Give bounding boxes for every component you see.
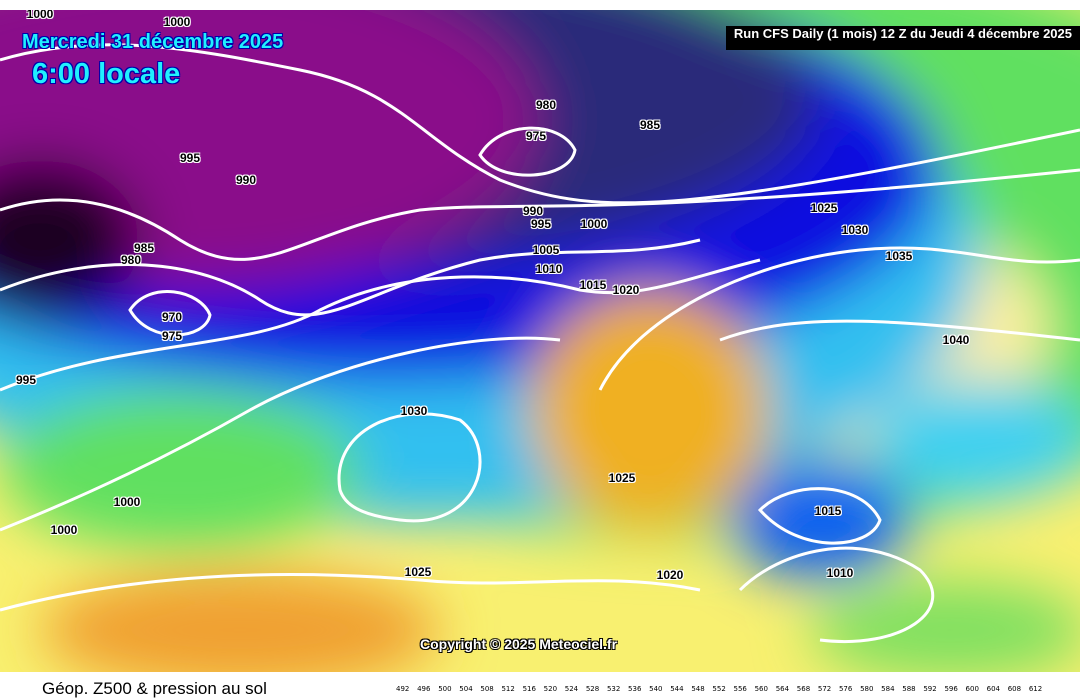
isobar-label: 975: [161, 329, 183, 343]
legend-tick: 516: [522, 685, 536, 693]
legend-tick: 584: [881, 685, 895, 693]
geopotential-field: [0, 10, 1080, 672]
isobar-label: 1005: [532, 243, 560, 257]
legend-tick: 588: [902, 685, 916, 693]
isobar-label: 985: [133, 241, 155, 255]
isobar-label: 995: [15, 373, 37, 387]
run-info: Run CFS Daily (1 mois) 12 Z du Jeudi 4 d…: [725, 26, 1080, 50]
legend-tick: 592: [923, 685, 937, 693]
isobar-label: 1015: [814, 504, 842, 518]
legend-scale: 492 496 500 504 508 512 516 520 524 528 532 536 540 5…: [396, 685, 1050, 693]
isobar-label: 1020: [656, 568, 684, 582]
legend-tick: 600: [965, 685, 979, 693]
legend-tick: 536: [628, 685, 642, 693]
legend-tick: 560: [754, 685, 768, 693]
color-legend: Géop. Z500 & pression au sol 492 496 500 50…: [0, 672, 1080, 698]
legend-tick: 532: [606, 685, 621, 693]
isobar-label: 1025: [404, 565, 432, 579]
legend-tick: 572: [817, 685, 832, 693]
legend-tick: 612: [1028, 685, 1043, 693]
legend-tick: 576: [838, 685, 853, 693]
isobar-label: 990: [235, 173, 257, 187]
legend-tick: 544: [670, 685, 684, 693]
legend-tick: 540: [649, 685, 663, 693]
isobar-label: 1000: [580, 217, 608, 231]
legend-tick: 552: [712, 685, 726, 693]
legend-tick: 596: [944, 685, 958, 693]
isobar-label: 1020: [612, 283, 640, 297]
isobar-label: 1000: [163, 15, 191, 29]
isobar-label: 980: [535, 98, 557, 112]
legend-tick: 500: [438, 685, 452, 693]
legend-tick: 520: [543, 685, 558, 693]
legend-title: Géop. Z500 & pression au sol: [42, 679, 267, 698]
legend-tick: 604: [986, 685, 1000, 693]
forecast-date: Mercredi 31 décembre 2025: [22, 31, 284, 53]
isobar-label: 995: [530, 217, 552, 231]
isobar-label: 970: [161, 310, 183, 324]
forecast-local-time: 6:00 locale: [32, 58, 181, 90]
isobar-label: 985: [639, 118, 661, 132]
legend-tick: 524: [564, 685, 579, 693]
legend-tick: 496: [417, 685, 431, 693]
isobar-label: 1000: [50, 523, 78, 537]
isobar-label: 1000: [26, 10, 54, 21]
weather-map: Mercredi 31 décembre 2025 6:00 locale Ru…: [0, 10, 1080, 672]
legend-tick: 556: [733, 685, 747, 693]
legend-tick: 504: [459, 685, 473, 693]
isobar-label: 1030: [400, 404, 428, 418]
copyright: Copyright © 2025 Meteociel.fr: [420, 636, 618, 652]
isobar-label: 995: [179, 151, 201, 165]
isobar-label: 975: [525, 129, 547, 143]
isobar-label: 1015: [579, 278, 607, 292]
isobar-label: 1040: [942, 333, 970, 347]
isobar-label: 1000: [113, 495, 141, 509]
isobar-label: 1025: [608, 471, 636, 485]
legend-tick: 528: [585, 685, 600, 693]
legend-tick: 564: [775, 685, 790, 693]
isobar-label: 1010: [826, 566, 854, 580]
legend-tick: 492: [396, 685, 410, 693]
legend-tick: 508: [480, 685, 494, 693]
legend-tick: 548: [691, 685, 705, 693]
isobars: [0, 43, 1080, 643]
isobar-label: 1035: [885, 249, 913, 263]
legend-tick: 580: [860, 685, 874, 693]
isobar-label: 990: [522, 204, 544, 218]
isobar-label: 1030: [841, 223, 869, 237]
isobar-label: 1010: [535, 262, 563, 276]
legend-tick: 512: [501, 685, 515, 693]
isobar-label: 980: [120, 253, 142, 267]
isobar-label: 1025: [810, 201, 838, 215]
legend-tick: 608: [1007, 685, 1022, 693]
legend-tick: 568: [796, 685, 811, 693]
